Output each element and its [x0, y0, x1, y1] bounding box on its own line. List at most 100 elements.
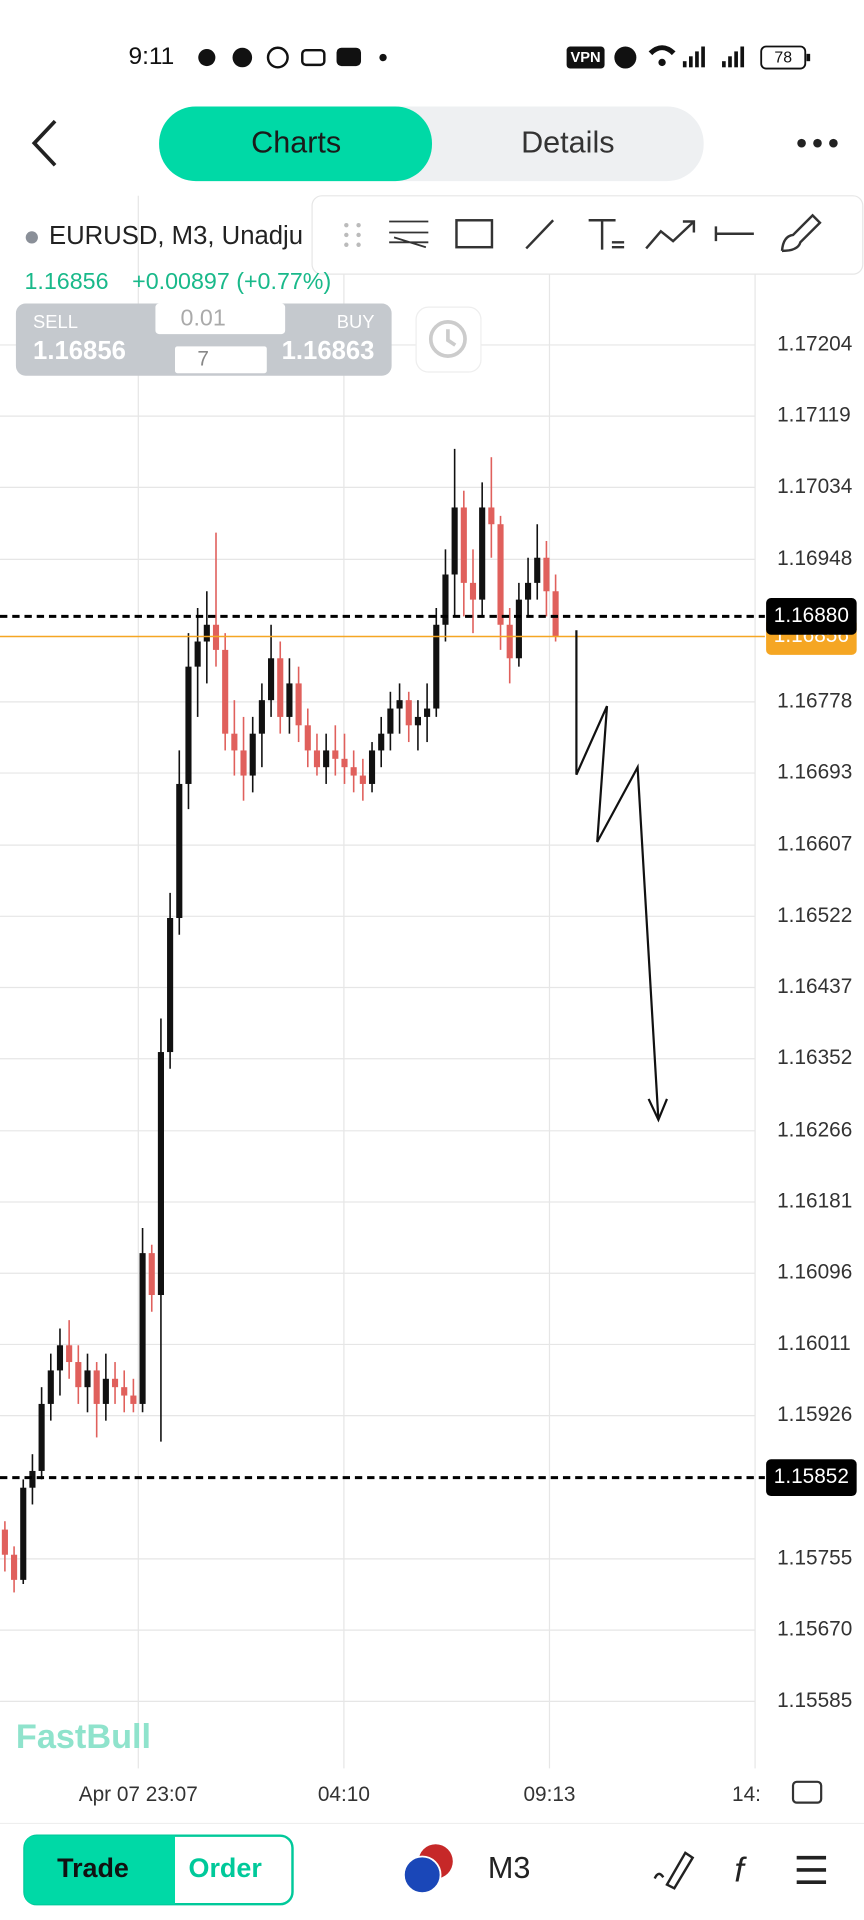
battery-tip	[806, 53, 811, 62]
candle-body	[442, 574, 449, 625]
candle-body	[102, 1378, 109, 1404]
candle-body	[66, 1345, 73, 1363]
trade-active[interactable]	[24, 1835, 176, 1905]
menu-button[interactable]	[796, 1855, 827, 1885]
y-tick-label: 1.16778	[777, 689, 852, 712]
vpn-badge	[566, 46, 605, 69]
candle-body	[121, 1387, 128, 1396]
spread-box	[175, 346, 267, 374]
toolbar-icons[interactable]	[344, 213, 822, 253]
price-line-label-box	[766, 1459, 857, 1497]
x-tick-label: 14:	[732, 1783, 761, 1806]
buy-label[interactable]: BUY	[337, 311, 375, 332]
x-tick-label: 09:13	[523, 1783, 575, 1806]
sell-label[interactable]: SELL	[33, 311, 78, 332]
candle-body	[38, 1403, 45, 1471]
flag-eu	[402, 1855, 442, 1895]
layout-toggle[interactable]	[791, 1780, 823, 1804]
candle-body	[396, 700, 403, 709]
candle-body	[460, 507, 467, 583]
candle-body	[167, 917, 174, 1053]
trade-button[interactable]: Trade	[57, 1853, 129, 1883]
y-tick-label: 1.16948	[777, 547, 852, 570]
lot[interactable]: 0.01	[181, 305, 226, 331]
candle-body	[139, 1253, 146, 1404]
lot-box[interactable]	[155, 303, 286, 335]
candle-body	[350, 767, 357, 776]
candle-body	[469, 582, 477, 600]
candle-body	[1, 1529, 8, 1555]
x-tick-label: 04:10	[318, 1783, 370, 1806]
candle-body	[277, 658, 284, 717]
candle-body	[111, 1378, 119, 1388]
y-tick-label: 1.16352	[777, 1046, 852, 1069]
price-line-label: 1.16880	[774, 604, 849, 627]
plot-area: Apr 07 23:07 04:10 09:13 14: 1.17204 1.17119 1…	[0, 195, 857, 1806]
candle-body	[515, 599, 522, 659]
candle-body	[451, 507, 458, 575]
candle-body	[249, 733, 256, 776]
tab-details[interactable]: Details	[521, 125, 614, 159]
timeframe[interactable]: M3	[488, 1851, 530, 1885]
candle-body	[414, 716, 421, 726]
y-tick-label: 1.16011	[777, 1332, 851, 1355]
x-tick-label: Apr 07 23:07	[79, 1783, 198, 1806]
y-tick-label: 1.15585	[777, 1689, 852, 1712]
drawn-arrow	[575, 630, 668, 1123]
y-tick-label: 1.15926	[777, 1403, 852, 1426]
status-icons	[198, 46, 387, 69]
y-tick-label: 1.16096	[777, 1261, 852, 1284]
symbol-dot	[25, 231, 38, 244]
indicator-button[interactable]: f	[734, 1851, 747, 1889]
candle-body	[56, 1345, 64, 1371]
tab-active[interactable]	[159, 106, 432, 182]
sell-price[interactable]: 1.16856	[33, 337, 126, 365]
draw-tool[interactable]	[653, 1851, 695, 1890]
tab-charts[interactable]: Charts	[251, 125, 341, 159]
candle-body	[552, 591, 559, 637]
y-tick-label: 1.15670	[777, 1618, 852, 1641]
buy-price[interactable]: 1.16863	[282, 337, 375, 365]
candle-body	[240, 750, 247, 776]
y-tick-label: 1.17204	[777, 332, 852, 355]
y-tick-label: 1.15755	[777, 1546, 852, 1569]
y-tick-label: 1.16266	[777, 1118, 852, 1141]
candle-body	[295, 683, 302, 726]
status-time: 9:11	[129, 43, 175, 70]
price-line-label-box	[766, 598, 857, 635]
battery-level: 78	[774, 49, 792, 66]
candle-body	[93, 1370, 100, 1404]
candle-body	[378, 733, 385, 751]
y-tick-label: 1.16693	[777, 761, 852, 784]
y-tick-label: 1.16437	[777, 975, 852, 998]
candle-body	[368, 750, 376, 784]
candle-body	[20, 1487, 27, 1580]
more-button[interactable]	[797, 138, 838, 148]
order-button[interactable]: Order	[189, 1853, 263, 1883]
candle-body	[84, 1370, 91, 1388]
candle-body	[212, 624, 220, 650]
candle-body	[534, 557, 541, 583]
battery	[760, 45, 807, 70]
trade-panel	[15, 303, 392, 376]
refresh-hand	[446, 329, 457, 347]
y-tick-label: 1.16607	[777, 833, 852, 856]
back-button[interactable]	[31, 119, 57, 167]
candle-body	[185, 666, 192, 784]
candle-body	[148, 1253, 155, 1296]
candles	[1, 448, 559, 1593]
y-tick-label: 1.17119	[777, 404, 851, 427]
vpn-label: VPN	[570, 50, 600, 66]
price-change: +0.00897 (+0.77%)	[132, 268, 331, 294]
candle-body	[332, 750, 339, 759]
candle-body	[323, 750, 330, 768]
candle-body	[194, 641, 201, 667]
watermark: FastBull	[16, 1718, 151, 1756]
candle-body	[387, 708, 394, 734]
candle-body	[506, 624, 513, 659]
candle-body	[286, 683, 293, 717]
candle-body	[488, 507, 495, 525]
candle-body	[497, 524, 504, 625]
